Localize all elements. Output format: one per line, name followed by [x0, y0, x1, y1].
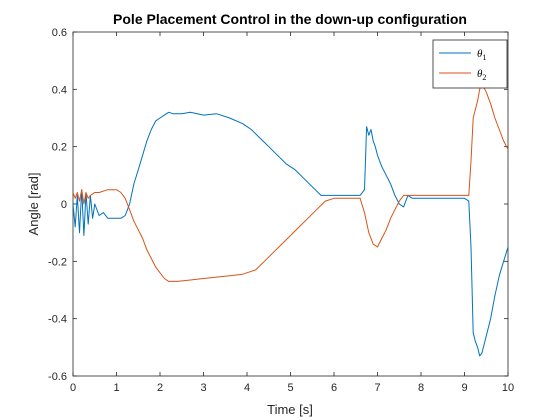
x-tick-label: 0 — [70, 382, 76, 394]
x-axis-label: Time [s] — [267, 402, 313, 417]
x-tick-label: 2 — [157, 382, 163, 394]
x-tick-label: 7 — [374, 382, 380, 394]
x-tick-label: 4 — [244, 382, 250, 394]
y-tick-label: 0.2 — [52, 142, 67, 154]
series-line-2 — [73, 83, 508, 282]
y-tick-label: -0.4 — [48, 314, 67, 326]
x-tick-label: 8 — [418, 382, 424, 394]
x-tick-label: 6 — [331, 382, 337, 394]
legend-label-2: θ2 — [477, 68, 486, 82]
legend-label-1: θ1 — [477, 48, 486, 62]
y-tick-label: -0.6 — [48, 371, 67, 383]
x-tick-label: 5 — [287, 382, 293, 394]
y-axis-label: Angle [rad] — [26, 173, 41, 236]
y-tick-label: 0.6 — [52, 27, 67, 39]
plot-frame — [72, 31, 509, 377]
x-tick-label: 10 — [502, 382, 514, 394]
x-tick-label: 9 — [461, 382, 467, 394]
chart-title: Pole Placement Control in the down-up co… — [113, 11, 467, 27]
x-tick-label: 1 — [113, 382, 119, 394]
y-tick-label: 0 — [61, 199, 67, 211]
y-tick-label: 0.4 — [52, 84, 67, 96]
x-tick-label: 3 — [200, 382, 206, 394]
series-line-1 — [73, 111, 508, 357]
legend-box — [432, 39, 508, 89]
y-tick-label: -0.2 — [48, 256, 67, 268]
